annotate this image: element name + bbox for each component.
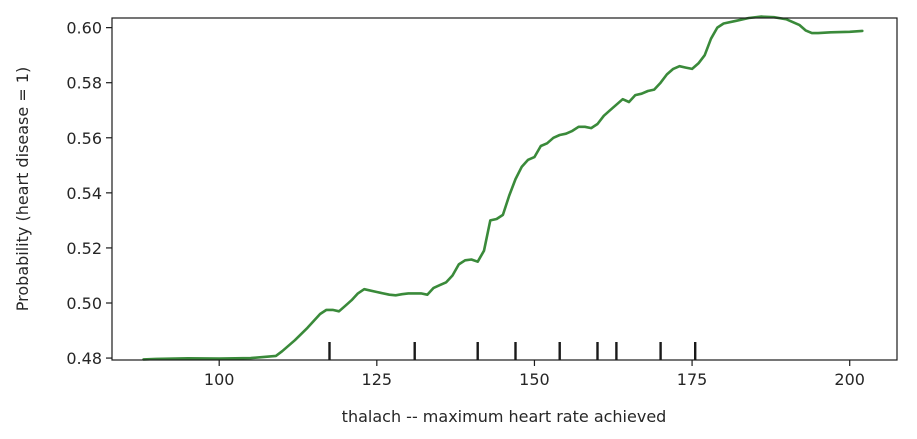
x-tick-label-2: 150 xyxy=(519,370,550,389)
x-tick-label-1: 125 xyxy=(362,370,393,389)
y-axis-label: Probability (heart disease = 1) xyxy=(13,67,32,311)
y-tick-label-6: 0.60 xyxy=(66,19,102,38)
y-tick-label-0: 0.48 xyxy=(66,349,102,368)
y-axis: 0.48 0.50 0.52 0.54 0.56 0.58 0.60 xyxy=(66,19,112,368)
series-line-0 xyxy=(142,15,864,361)
plot-frame xyxy=(111,17,898,361)
y-tick-label-5: 0.58 xyxy=(66,74,102,93)
x-tick-label-0: 100 xyxy=(204,370,235,389)
y-tick-label-2: 0.52 xyxy=(66,239,102,258)
x-tick-label-4: 200 xyxy=(834,370,865,389)
x-axis: 100 125 150 175 200 xyxy=(204,360,865,389)
x-axis-label: thalach -- maximum heart rate achieved xyxy=(342,407,667,426)
y-tick-label-4: 0.56 xyxy=(66,129,102,148)
y-tick-label-1: 0.50 xyxy=(66,294,102,313)
x-tick-label-3: 175 xyxy=(677,370,708,389)
plot-content xyxy=(142,15,864,361)
y-tick-label-3: 0.54 xyxy=(66,184,102,203)
